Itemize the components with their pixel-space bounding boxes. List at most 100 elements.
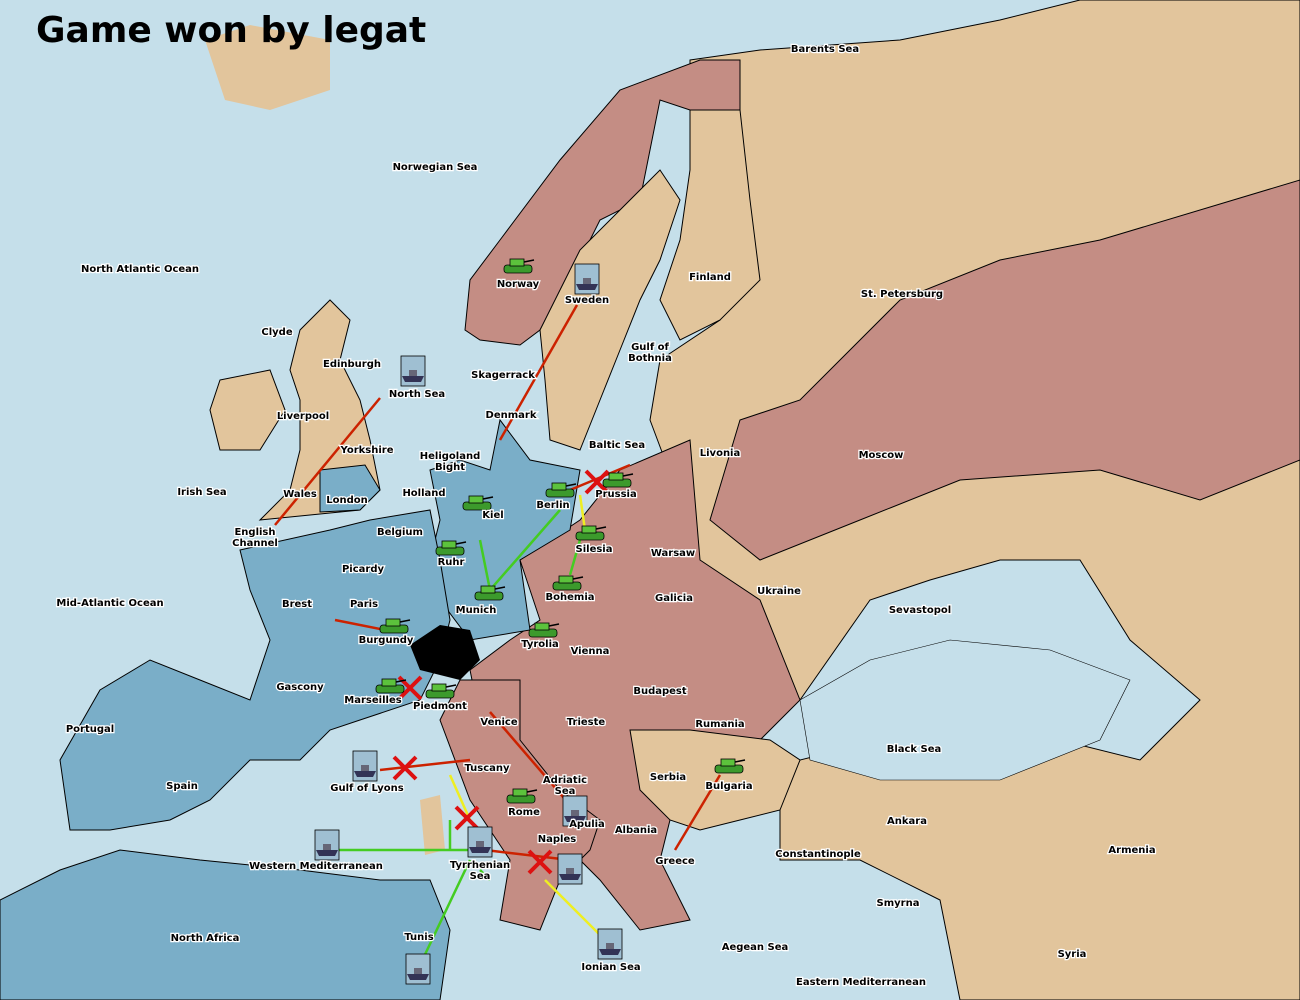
province-label[interactable]: Ukraine [756,585,802,599]
province-label[interactable]: Venice [479,716,519,730]
province-label[interactable]: Tuscany [463,762,511,776]
army-unit-icon[interactable] [545,482,577,498]
province-label[interactable]: Apulia [568,818,606,832]
province-label[interactable]: Armenia [1107,844,1157,858]
province-label[interactable]: Irish Sea [176,486,228,500]
province-label[interactable]: Vienna [569,645,610,659]
province-label[interactable]: Kiel [481,509,505,523]
province-label[interactable]: English Channel [231,526,279,551]
province-label[interactable]: Adriatic Sea [542,774,589,799]
province-label[interactable]: Burgundy [357,634,415,648]
province-label[interactable]: Tyrolia [520,638,560,652]
province-label[interactable]: Sevastopol [888,604,953,618]
province-label[interactable]: St. Petersburg [860,288,945,302]
province-label[interactable]: Wales [282,488,318,502]
province-label[interactable]: Portugal [65,723,116,737]
province-label[interactable]: Gulf of Lyons [329,782,405,796]
army-unit-icon[interactable] [714,758,746,774]
province-label[interactable]: Baltic Sea [588,439,647,453]
province-label[interactable]: Mid-Atlantic Ocean [55,597,165,611]
province-label[interactable]: Ruhr [436,556,465,570]
province-label[interactable]: Brest [281,598,314,612]
province-label[interactable]: Syria [1056,948,1087,962]
province-label[interactable]: Rome [507,806,541,820]
province-label[interactable]: Budapest [632,685,688,699]
province-label[interactable]: Belgium [376,526,424,540]
province-label[interactable]: Livonia [699,447,742,461]
province-label[interactable]: Aegean Sea [720,941,789,955]
province-label[interactable]: Albania [614,824,659,838]
province-label[interactable]: Silesia [574,543,613,557]
province-label[interactable]: Heligoland Bight [419,450,482,475]
province-label[interactable]: North Sea [388,388,447,402]
province-label[interactable]: Spain [165,780,199,794]
province-label[interactable]: Greece [654,855,696,869]
province-label[interactable]: London [325,494,369,508]
province-label[interactable]: Bohemia [544,591,596,605]
province-label[interactable]: Paris [349,598,380,612]
province-label[interactable]: Denmark [484,409,538,423]
province-label[interactable]: Tunis [403,931,435,945]
province-label[interactable]: Galicia [654,592,694,606]
army-unit-icon[interactable] [425,683,457,699]
army-unit-icon[interactable] [552,575,584,591]
province-label[interactable]: Picardy [341,563,386,577]
fleet-unit-icon[interactable] [562,795,588,827]
province-label[interactable]: North Atlantic Ocean [80,263,201,277]
province-label[interactable]: Marseilles [343,694,403,708]
army-unit-icon[interactable] [435,540,467,556]
fleet-unit-icon[interactable] [597,928,623,960]
province-label[interactable]: Eastern Mediterranean [795,976,927,990]
province-label[interactable]: Barents Sea [790,43,861,57]
province-label[interactable]: Black Sea [885,743,942,757]
province-label[interactable]: Liverpool [276,410,331,424]
province-label[interactable]: Moscow [857,449,904,463]
province-label[interactable]: Piedmont [412,700,469,714]
army-unit-icon[interactable] [375,678,407,694]
province-label[interactable]: Prussia [594,488,638,502]
army-unit-icon[interactable] [462,495,494,511]
province-label[interactable]: Skagerrack [470,369,537,383]
province-label[interactable]: Western Mediterranean [248,860,384,874]
units-layer [314,258,746,985]
province-label[interactable]: Edinburgh [322,358,383,372]
army-unit-icon[interactable] [528,622,560,638]
province-label[interactable]: Gulf of Bothnia [627,341,673,366]
province-label[interactable]: Norway [496,278,541,292]
province-label[interactable]: Trieste [566,716,607,730]
province-label[interactable]: Warsaw [650,547,697,561]
province-label[interactable]: Ankara [886,815,928,829]
province-label[interactable]: Smyrna [875,897,920,911]
province-label[interactable]: Gascony [275,681,325,695]
fleet-unit-icon[interactable] [405,953,431,985]
province-label[interactable]: Sweden [564,294,611,308]
fleet-unit-icon[interactable] [557,853,583,885]
province-label[interactable]: Clyde [260,326,294,340]
army-unit-icon[interactable] [575,525,607,541]
army-unit-icon[interactable] [503,258,535,274]
army-unit-icon[interactable] [474,585,506,601]
province-label[interactable]: Rumania [694,718,746,732]
province-label[interactable]: Ionian Sea [580,961,642,975]
province-label[interactable]: Yorkshire [338,444,395,458]
province-label[interactable]: Naples [537,833,578,847]
fleet-unit-icon[interactable] [467,826,493,858]
province-label[interactable]: Holland [401,487,447,501]
province-label[interactable]: Norwegian Sea [391,161,478,175]
fleet-unit-icon[interactable] [314,829,340,861]
province-label[interactable]: Serbia [649,771,688,785]
army-unit-icon[interactable] [602,472,634,488]
province-label[interactable]: Constantinople [774,848,862,862]
province-label[interactable]: Berlin [535,499,571,513]
army-unit-icon[interactable] [506,788,538,804]
province-label[interactable]: Finland [688,271,732,285]
province-label[interactable]: Bulgaria [704,780,754,794]
fleet-unit-icon[interactable] [574,263,600,295]
fleet-unit-icon[interactable] [352,750,378,782]
fleet-unit-icon[interactable] [400,355,426,387]
province-label[interactable]: Munich [454,604,497,618]
province-label[interactable]: Tyrrhenian Sea [449,859,512,884]
province-label[interactable]: North Africa [169,932,240,946]
army-unit-icon[interactable] [379,618,411,634]
